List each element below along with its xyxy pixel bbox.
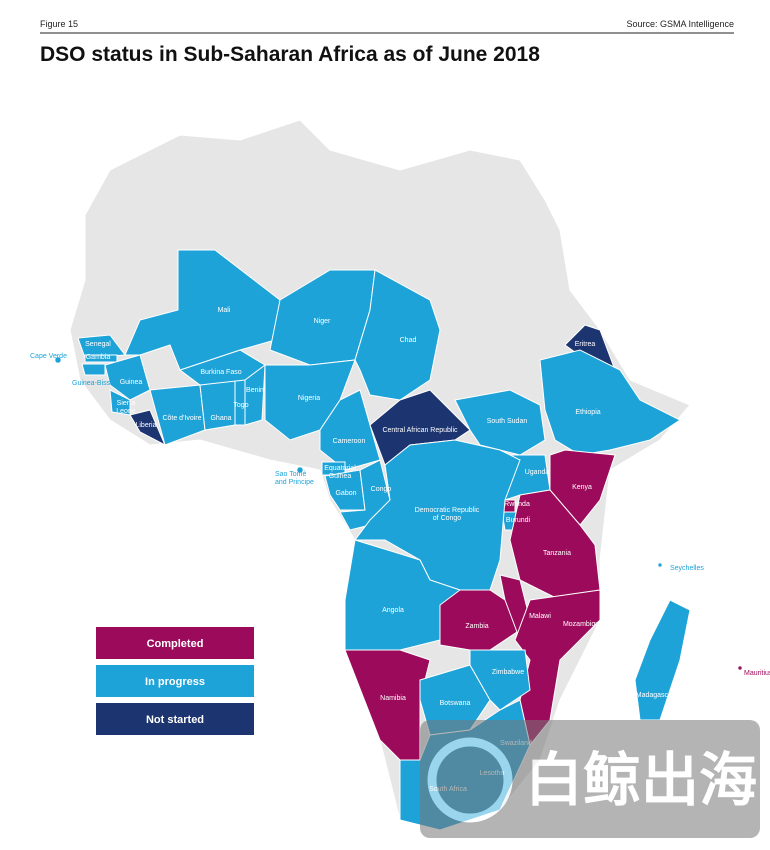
- country-label: Malawi: [529, 613, 551, 620]
- country-label: Senegal: [85, 341, 111, 348]
- country-label: Côte d'Ivoire: [162, 415, 201, 422]
- country-label-line: Leone: [116, 408, 136, 415]
- country-shape: [54, 356, 62, 364]
- country-shape: [81, 363, 106, 376]
- legend-label: Not started: [146, 714, 204, 726]
- country-shape: [124, 249, 281, 371]
- country-shape: [199, 379, 236, 431]
- country-label: Sao Tomé and Principe: [275, 471, 314, 486]
- country-label: South Sudan: [487, 418, 528, 425]
- watermark-logo: [427, 737, 513, 823]
- country-shape: [319, 389, 381, 471]
- country-shape: [104, 354, 151, 401]
- country-label: Namibia: [380, 695, 406, 702]
- country-label: Botswana: [440, 700, 471, 707]
- country-shape: [324, 469, 366, 511]
- country-label-line: of Congo: [433, 515, 462, 522]
- legend: Completed In progress Not started: [96, 627, 254, 735]
- country-label-line: and Principe: [275, 479, 314, 486]
- country-label: Cape Verde: [30, 353, 67, 360]
- country-shape: [344, 649, 431, 761]
- country-shape: [657, 562, 663, 568]
- country-label: Democratic Republic of Congo: [415, 507, 480, 522]
- country-label: Tanzania: [543, 550, 571, 557]
- country-label: Congo: [371, 486, 392, 493]
- country-label: Zambia: [465, 623, 488, 630]
- country-label: Cameroon: [333, 438, 366, 445]
- country-shape: [296, 466, 304, 474]
- country-label: Niger: [314, 318, 331, 325]
- country-label: Guinea-Bissau: [72, 380, 118, 387]
- legend-swatch: [96, 703, 254, 735]
- legend-swatch: [96, 627, 254, 659]
- country-label-line: Equatorial: [324, 465, 356, 472]
- figure-number: Figure 15: [40, 19, 78, 29]
- title: DSO status in Sub-Saharan Africa as of J…: [40, 43, 540, 66]
- country-label: Burundi: [506, 517, 531, 524]
- source: Source: GSMA Intelligence: [626, 19, 734, 29]
- country-label: Ethiopia: [575, 409, 600, 416]
- country-shape: [454, 389, 546, 456]
- country-label: Sierra Leone: [116, 400, 136, 415]
- country-label: Gabon: [335, 490, 356, 497]
- country-label: Guinea: [120, 379, 143, 386]
- legend-label: Completed: [147, 638, 204, 650]
- country-label: Ghana: [210, 415, 231, 422]
- country-label: Mozambique: [563, 621, 603, 628]
- country-label: Gambia: [86, 354, 111, 361]
- country-label: Zimbabwe: [492, 669, 524, 676]
- country-label-line: Guinea: [329, 473, 352, 480]
- country-label: Nigeria: [298, 395, 320, 402]
- country-label: Benin: [246, 387, 264, 394]
- country-label: Angola: [382, 607, 404, 614]
- country-label: Burkina Faso: [200, 369, 241, 376]
- countries: [54, 249, 743, 831]
- country-label: Togo: [233, 402, 248, 409]
- country-label: Equatorial Guinea: [324, 465, 356, 480]
- country-shape: [354, 269, 441, 401]
- country-label: Mauritius: [744, 670, 770, 677]
- watermark-text: 白鲸出海: [525, 748, 757, 813]
- country-label: Eritrea: [575, 341, 596, 348]
- country-label-line: Democratic Republic: [415, 507, 480, 514]
- watermark: 白鲸出海: [420, 720, 760, 838]
- country-label-line: Sierra: [117, 400, 136, 407]
- watermark-box: [420, 720, 760, 838]
- country-label: Liberia: [135, 422, 156, 429]
- legend-label: In progress: [145, 676, 205, 688]
- country-label: Mali: [218, 307, 231, 314]
- country-shape: [469, 649, 531, 711]
- country-shape: [539, 349, 681, 456]
- country-label: Madagascar: [636, 692, 675, 699]
- country-shape: [737, 665, 743, 671]
- country-label: Seychelles: [670, 565, 704, 572]
- country-label: Chad: [400, 337, 417, 344]
- country-label: Central African Republic: [382, 427, 458, 434]
- country-label: Uganda: [525, 469, 550, 476]
- country-label: Kenya: [572, 484, 592, 491]
- country-label: Rwanda: [504, 501, 530, 508]
- legend-swatch: [96, 665, 254, 697]
- country-label-line: Sao Tomé: [275, 471, 306, 478]
- country-shape: [634, 599, 691, 721]
